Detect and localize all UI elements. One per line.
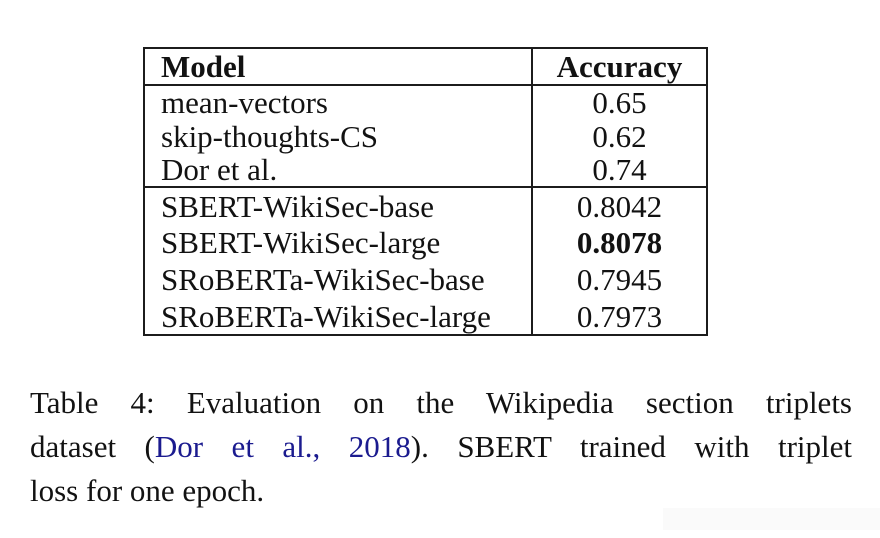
- accuracy-cell: 0.65: [531, 85, 707, 119]
- table-row: SBERT-WikiSec-large 0.8078: [144, 224, 707, 261]
- model-cell: mean-vectors: [161, 85, 328, 120]
- column-header-model: Model: [161, 49, 246, 84]
- results-table: Model Accuracy mean-vectors 0.65 skip-th…: [143, 47, 708, 336]
- caption-line-2-post: ). SBERT trained with triplet: [410, 429, 852, 464]
- table-caption: Table 4: Evaluation on the Wikipedia sec…: [30, 381, 852, 513]
- table-row: SBERT-WikiSec-base 0.8042: [144, 187, 707, 224]
- table-row: Dor et al. 0.74: [144, 153, 707, 187]
- citation-link[interactable]: Dor et al., 2018: [154, 429, 411, 464]
- accuracy-cell: 0.7973: [531, 298, 707, 335]
- footer-shade: [663, 508, 880, 530]
- accuracy-cell: 0.74: [531, 153, 707, 187]
- accuracy-cell-best: 0.8078: [531, 224, 707, 261]
- caption-line-2: dataset (Dor et al., 2018). SBERT traine…: [30, 425, 852, 469]
- baseline-rows-group: mean-vectors 0.65 skip-thoughts-CS 0.62 …: [144, 85, 707, 187]
- accuracy-cell: 0.62: [531, 119, 707, 153]
- model-cell: SRoBERTa-WikiSec-large: [161, 298, 491, 334]
- model-cell: Dor et al.: [161, 152, 278, 187]
- sbert-rows-group: SBERT-WikiSec-base 0.8042 SBERT-WikiSec-…: [144, 187, 707, 335]
- caption-line-2-pre: dataset (: [30, 429, 155, 464]
- table-row: mean-vectors 0.65: [144, 85, 707, 119]
- table-row: SRoBERTa-WikiSec-large 0.7973: [144, 298, 707, 335]
- model-cell: SRoBERTa-WikiSec-base: [161, 262, 485, 297]
- caption-line-3: loss for one epoch.: [30, 473, 265, 508]
- column-header-accuracy: Accuracy: [531, 48, 707, 85]
- header-row: Model Accuracy: [144, 48, 707, 85]
- accuracy-cell: 0.7945: [531, 261, 707, 298]
- caption-line-1: Table 4: Evaluation on the Wikipedia sec…: [30, 385, 852, 420]
- model-cell: SBERT-WikiSec-large: [161, 225, 441, 260]
- model-cell: skip-thoughts-CS: [161, 118, 379, 154]
- table-header: Model Accuracy: [144, 48, 707, 85]
- table-row: skip-thoughts-CS 0.62: [144, 119, 707, 153]
- accuracy-cell: 0.8042: [531, 187, 707, 224]
- model-cell: SBERT-WikiSec-base: [161, 188, 434, 224]
- table-row: SRoBERTa-WikiSec-base 0.7945: [144, 261, 707, 298]
